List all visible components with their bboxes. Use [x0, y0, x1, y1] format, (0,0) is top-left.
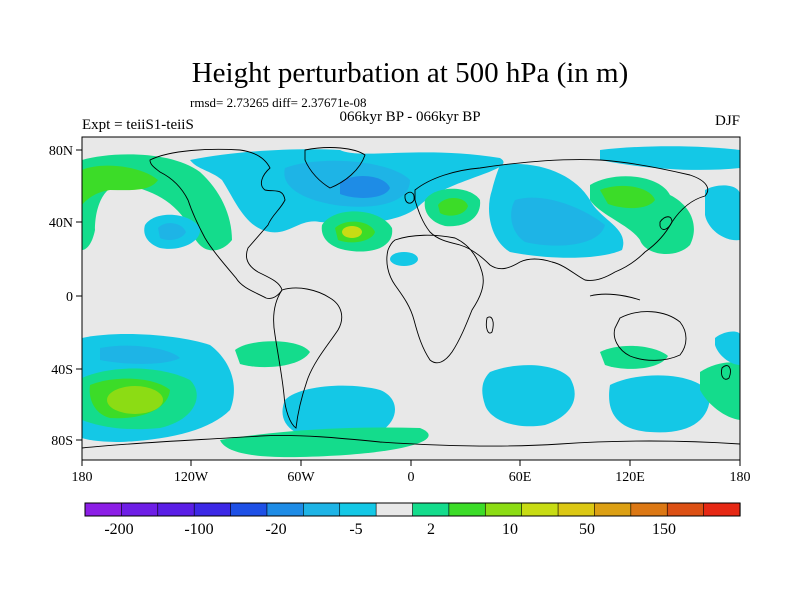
colorbar-cell	[448, 502, 486, 517]
colorbar-cell	[339, 502, 377, 517]
coast-japan	[659, 216, 673, 230]
lon-label-120w: 120W	[174, 470, 209, 485]
lat-label-40n: 40N	[49, 216, 73, 231]
colorbar-cell	[121, 502, 159, 517]
lon-label-60e: 60E	[509, 470, 532, 485]
colorbar-label-1: -200	[104, 521, 133, 538]
coast-south-america	[273, 287, 343, 429]
coast-antarctica	[82, 435, 740, 449]
coast-africa	[386, 234, 484, 364]
contour-sa-green	[235, 341, 310, 368]
contour-pacific-blue	[158, 223, 186, 240]
lon-label-120e: 120E	[615, 470, 645, 485]
colorbar-label-7: 50	[579, 521, 595, 538]
contour-sh-blue-1	[100, 345, 180, 364]
contour-sh-yellow	[107, 386, 163, 414]
lat-label-80s: 80S	[51, 434, 73, 449]
colorbar-cell	[703, 502, 741, 517]
contour-aus-cyan	[609, 375, 710, 433]
stats-line: rmsd= 2.73265 diff= 2.37671e-08	[190, 95, 367, 110]
lon-label-180e: 180	[730, 470, 751, 485]
coast-north-america	[149, 148, 286, 299]
colorbar	[84, 502, 741, 517]
colorbar-cell	[594, 502, 632, 517]
colorbar-label-2: -100	[184, 521, 213, 538]
lon-label-0: 0	[408, 470, 415, 485]
colorbar-frame	[84, 502, 741, 517]
contour-europe-bright	[438, 197, 468, 216]
coastlines	[82, 147, 740, 449]
colorbar-cell	[193, 502, 232, 517]
colorbar-cell	[157, 502, 195, 517]
contour-far-sw-cyan	[715, 331, 740, 365]
colorbar-cell	[630, 502, 668, 517]
main-title: Height perturbation at 500 hPa (in m)	[192, 57, 629, 89]
contour-west-america-bright	[82, 165, 158, 205]
contour-far-sw-green	[700, 362, 740, 420]
colorbar-cell	[521, 502, 559, 517]
contour-na-core	[340, 176, 390, 198]
coast-indonesia	[589, 293, 641, 301]
coast-madagascar	[485, 316, 494, 334]
colorbar-cell	[666, 502, 705, 517]
colorbar-label-3: -20	[265, 521, 286, 538]
map-plot	[82, 137, 740, 460]
axis-ticks	[76, 149, 741, 466]
contour-pacific-east-bright	[600, 185, 655, 209]
contour-antarctic-green	[220, 427, 429, 458]
coast-nz	[721, 365, 731, 380]
contour-sa-cyan	[282, 385, 395, 440]
season-label: DJF	[715, 113, 740, 129]
contour-asia-blue	[511, 197, 605, 246]
colorbar-cell	[484, 502, 523, 517]
contour-atlantic-yellow	[342, 226, 362, 238]
coast-uk	[404, 191, 415, 204]
colorbar-label-4: -5	[349, 521, 362, 538]
contour-io-cyan	[482, 365, 575, 427]
colorbar-cell	[557, 502, 596, 517]
contour-far-east-cyan	[705, 185, 740, 241]
lat-label-80n: 80N	[49, 144, 73, 159]
experiment-label: Expt = teiiS1-teiiS	[82, 117, 194, 133]
colorbar-label-8: 150	[652, 521, 676, 538]
colorbar-label-6: 10	[502, 521, 518, 538]
lon-label-180w: 180	[72, 470, 93, 485]
lat-label-0: 0	[66, 290, 73, 305]
coast-australia	[613, 311, 687, 361]
lat-label-40s: 40S	[51, 363, 73, 378]
colorbar-cell	[230, 502, 268, 517]
lon-label-60w: 60W	[287, 470, 315, 485]
period-label: 066kyr BP - 066kyr BP	[339, 109, 480, 125]
colorbar-cell	[412, 502, 450, 517]
colorbar-cell	[375, 502, 414, 517]
colorbar-label-5: 2	[427, 521, 435, 538]
colorbar-cell	[303, 502, 341, 517]
contour-n-africa-cyan	[390, 252, 418, 266]
colorbar-cell	[84, 502, 122, 517]
colorbar-cell	[266, 502, 304, 517]
coast-greenland	[304, 147, 366, 189]
